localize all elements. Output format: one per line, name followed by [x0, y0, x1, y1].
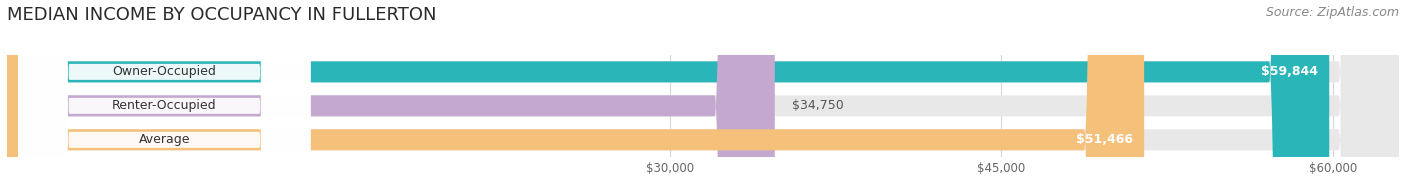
- FancyBboxPatch shape: [7, 0, 1329, 196]
- FancyBboxPatch shape: [7, 0, 775, 196]
- FancyBboxPatch shape: [18, 0, 311, 196]
- FancyBboxPatch shape: [7, 0, 1399, 196]
- Text: Source: ZipAtlas.com: Source: ZipAtlas.com: [1265, 6, 1399, 19]
- FancyBboxPatch shape: [7, 0, 1399, 196]
- Text: $59,844: $59,844: [1261, 65, 1317, 78]
- Text: Renter-Occupied: Renter-Occupied: [112, 99, 217, 112]
- Text: $34,750: $34,750: [792, 99, 844, 112]
- FancyBboxPatch shape: [7, 0, 1144, 196]
- FancyBboxPatch shape: [18, 0, 311, 196]
- Text: $51,466: $51,466: [1076, 133, 1133, 146]
- FancyBboxPatch shape: [18, 0, 311, 196]
- FancyBboxPatch shape: [7, 0, 1399, 196]
- Text: Average: Average: [139, 133, 190, 146]
- Text: Owner-Occupied: Owner-Occupied: [112, 65, 217, 78]
- Text: MEDIAN INCOME BY OCCUPANCY IN FULLERTON: MEDIAN INCOME BY OCCUPANCY IN FULLERTON: [7, 6, 436, 24]
